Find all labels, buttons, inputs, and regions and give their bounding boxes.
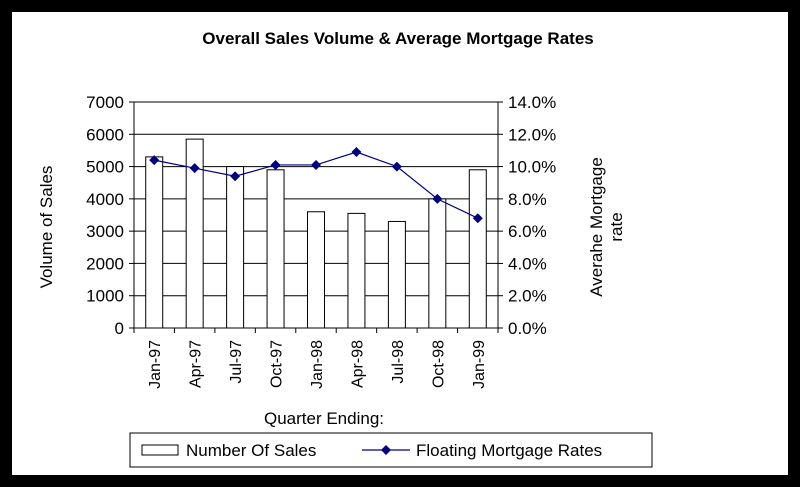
bar: [387, 220, 406, 329]
x-tick-label: Jan-98: [309, 340, 326, 389]
right-tick-label: 0.0%: [508, 319, 547, 338]
bar-series: [145, 138, 487, 329]
right-tick-label: 14.0%: [508, 93, 556, 112]
chart-frame: Overall Sales Volume & Average Mortgage …: [12, 12, 788, 475]
left-tick-label: 4000: [86, 190, 124, 209]
right-tick-label: 4.0%: [508, 254, 547, 273]
y-axis-right-label-line2: rate: [607, 212, 626, 241]
chart-svg: Overall Sales Volume & Average Mortgage …: [37, 29, 653, 468]
left-tick-label: 5000: [86, 158, 124, 177]
x-axis-label: Quarter Ending:: [264, 409, 384, 428]
x-tick-label: Apr-98: [349, 340, 366, 388]
x-tick-label: Jan-97: [147, 340, 164, 389]
plot-area-border: [133, 101, 499, 329]
bar: [347, 212, 366, 329]
bar: [266, 169, 285, 329]
chart-title: Overall Sales Volume & Average Mortgage …: [202, 29, 593, 48]
y-axis-right-label-line1: Averahe Mortgage: [587, 157, 606, 297]
line-point: [311, 159, 321, 170]
right-tick-label: 12.0%: [508, 125, 556, 144]
x-tick-label: Oct-98: [430, 340, 447, 388]
legend-line-label: Floating Mortgage Rates: [416, 441, 602, 460]
legend-bar-swatch: [141, 444, 179, 456]
x-tick-label: Jul-97: [228, 340, 245, 384]
line-series: [149, 147, 483, 224]
left-tick-label: 1000: [86, 287, 124, 306]
x-tick-label: Jul-98: [390, 340, 407, 384]
left-tick-label: 2000: [86, 254, 124, 273]
line-point: [432, 193, 443, 204]
left-tick-label: 3000: [86, 222, 124, 241]
x-tick-label: Apr-97: [188, 340, 205, 388]
left-tick-label: 7000: [86, 93, 124, 112]
line-point: [189, 163, 200, 174]
left-axis-ticks: 0 1000 2000 3000 4000 5000 6000 7000: [86, 93, 134, 338]
line-point: [351, 147, 362, 158]
line-point: [472, 213, 483, 224]
bar: [428, 198, 447, 329]
left-tick-label: 6000: [86, 125, 124, 144]
bar: [226, 166, 245, 329]
line-point: [391, 161, 402, 172]
right-tick-label: 8.0%: [508, 190, 547, 209]
legend: Number Of Sales Floating Mortgage Rates: [129, 432, 653, 468]
line-point: [230, 171, 241, 182]
legend-line-marker-icon: [381, 445, 391, 455]
bar: [307, 211, 325, 329]
right-tick-label: 10.0%: [508, 158, 556, 177]
line-point: [270, 159, 281, 170]
right-tick-label: 6.0%: [508, 222, 547, 241]
y-axis-left-label: Volume of Sales: [37, 166, 56, 289]
line-point: [149, 155, 160, 166]
right-tick-label: 2.0%: [508, 287, 547, 306]
legend-bar-label: Number Of Sales: [186, 441, 316, 460]
bar: [468, 169, 487, 329]
x-tick-label: Jan-99: [471, 340, 488, 389]
bar: [145, 156, 164, 329]
right-axis-ticks: 0.0% 2.0% 4.0% 6.0% 8.0% 10.0% 12.0% 14.0%: [498, 93, 556, 338]
x-axis-ticks: Jan-97 Apr-97 Jul-97 Oct-97 Jan-98 Apr-98 Jul-…: [133, 328, 499, 389]
x-tick-label: Oct-97: [269, 340, 286, 388]
left-tick-label: 0: [115, 319, 124, 338]
